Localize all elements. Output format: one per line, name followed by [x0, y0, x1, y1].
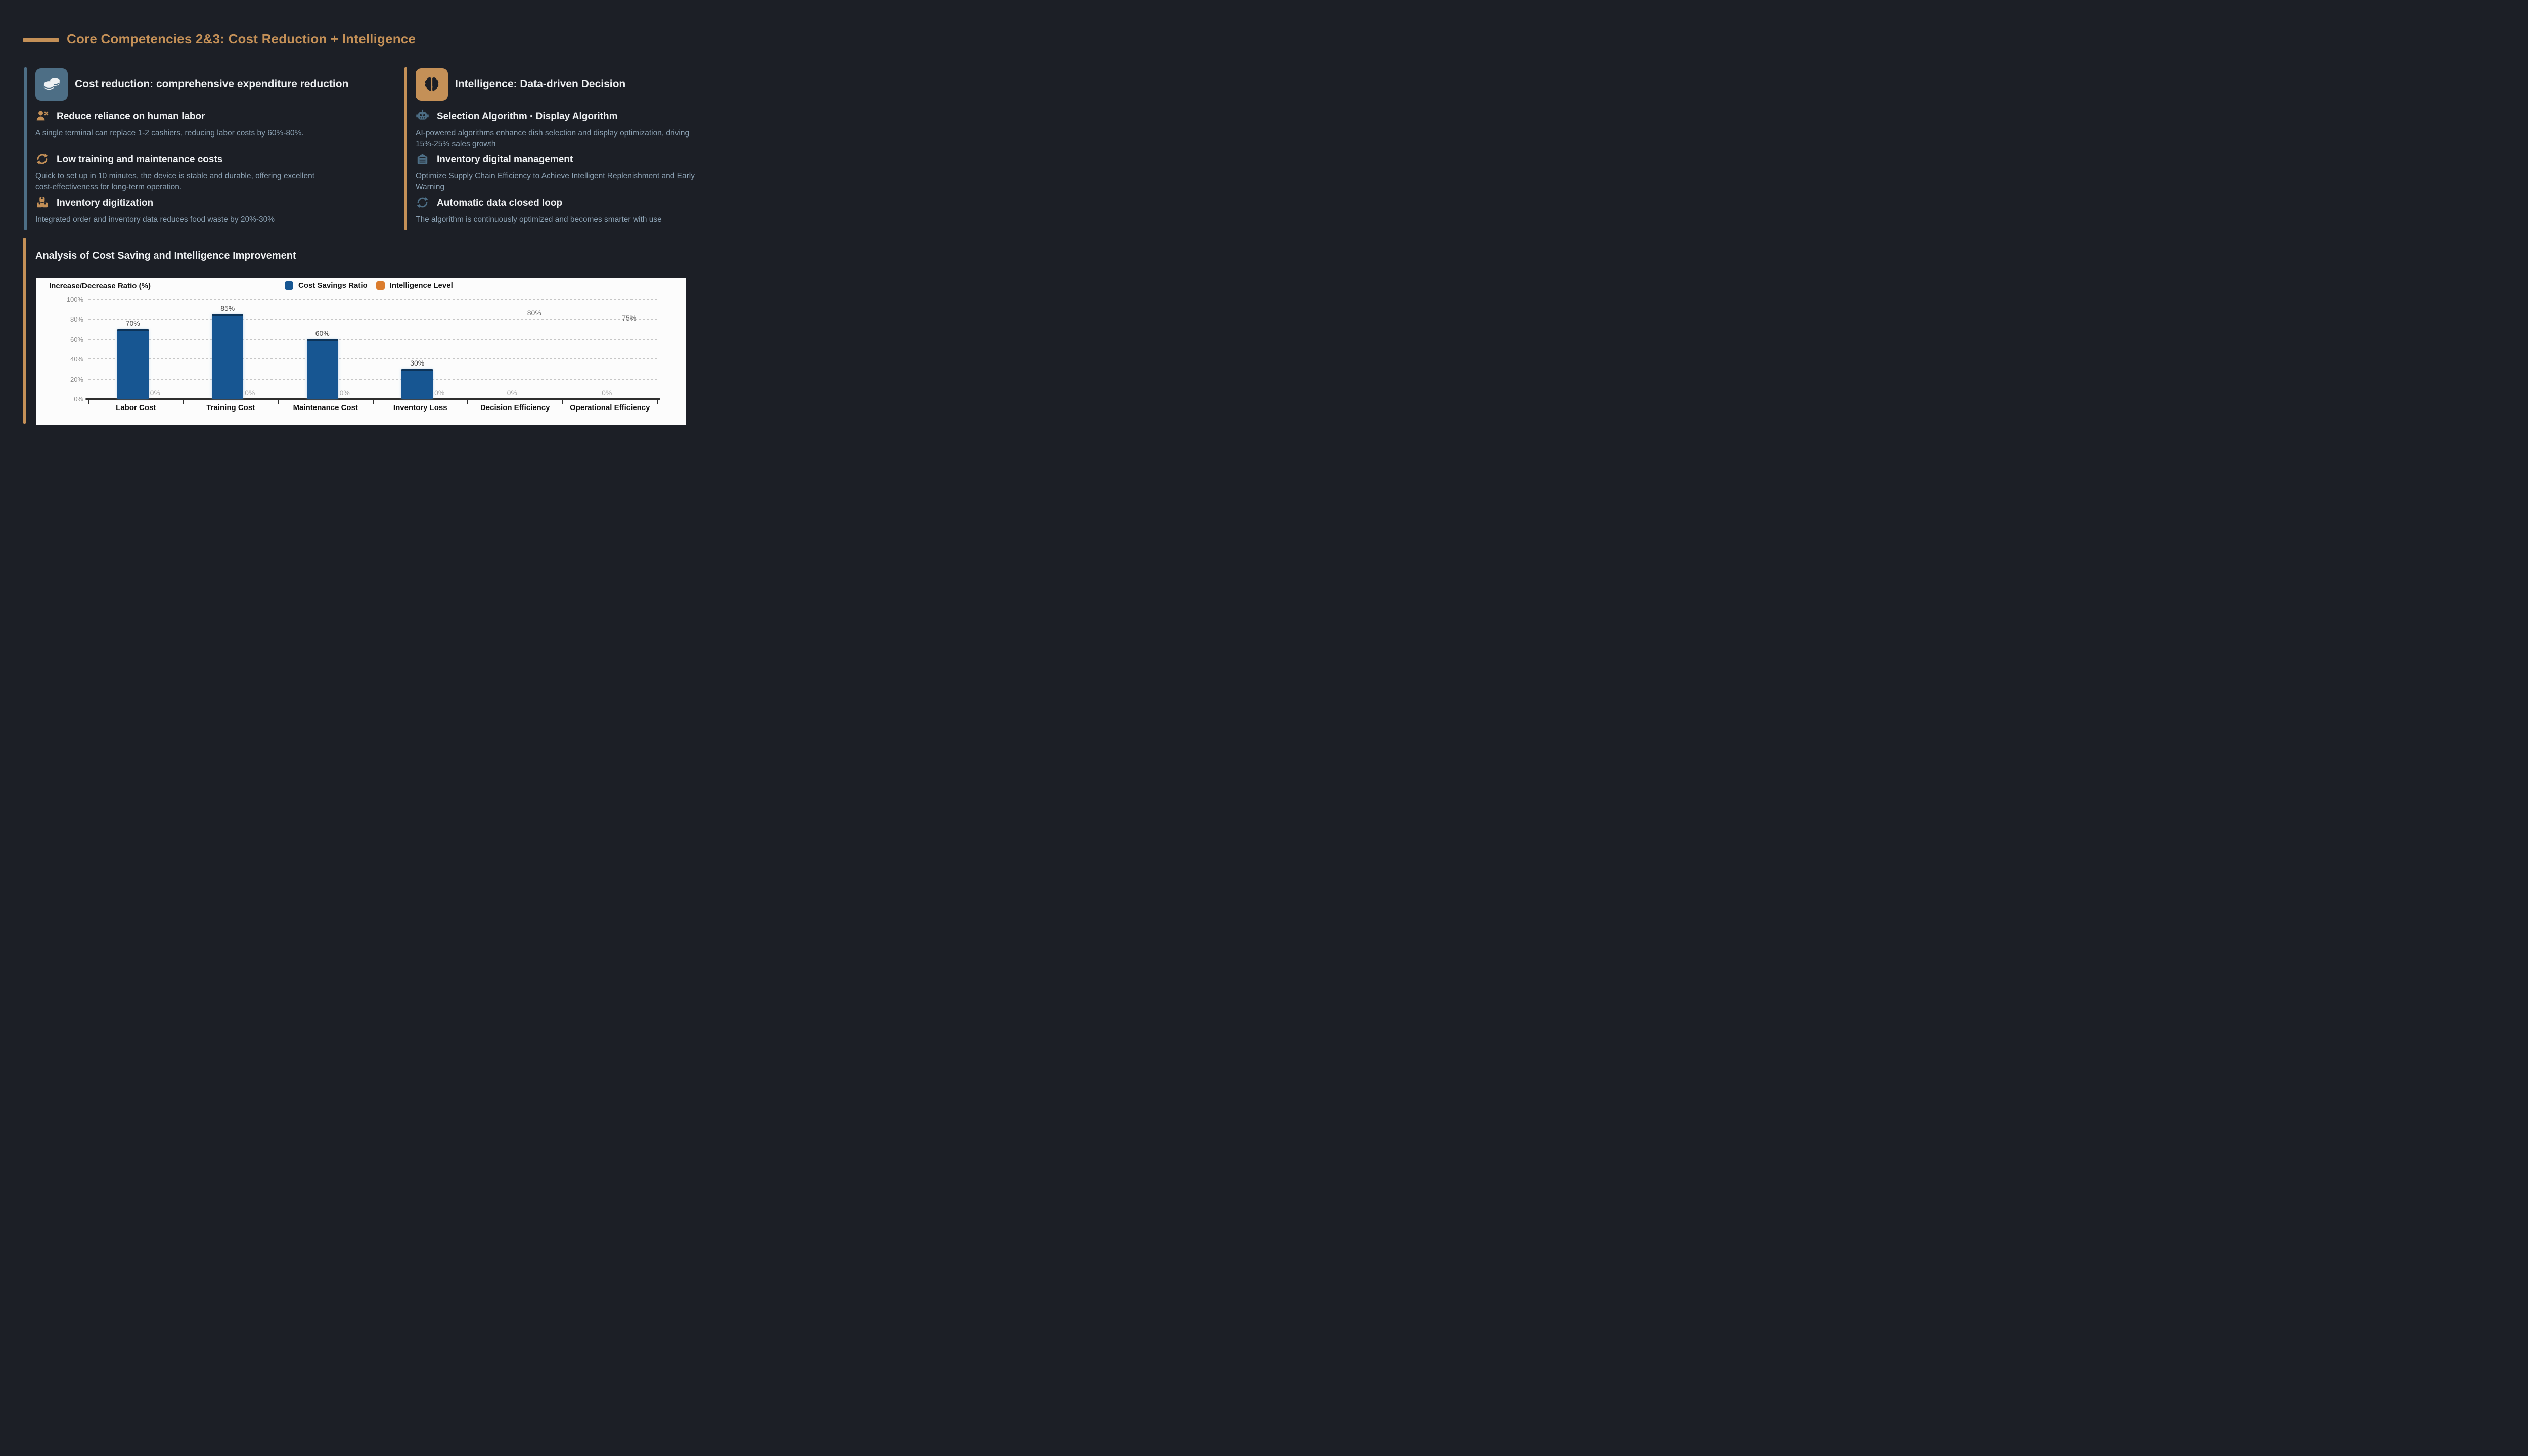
feature-item-inventory-management: Inventory digital management Optimize Su… [416, 153, 764, 192]
right-column-accent-bar [404, 67, 407, 230]
chart-gridline-100 [88, 299, 657, 300]
category-label-labor-cost: Labor Cost [116, 403, 156, 412]
bar-value-decision-efficiency-cost-savings-ratio: 0% [507, 389, 517, 397]
chart-gridline-40 [88, 358, 657, 360]
category-label-operational-efficiency: Operational Efficiency [570, 403, 650, 412]
analysis-accent-bar [23, 238, 26, 424]
bar-labor-cost-cost-savings-ratio [117, 329, 149, 399]
chart-plot: 70% 0% Labor Cost 85% 0% Training Cost 60% 0% Ma… [85, 299, 660, 412]
bar-value-maintenance-cost-intelligence-level: 0% [339, 389, 350, 397]
bar-maintenance-cost-cost-savings-ratio [306, 339, 338, 399]
chart-x-axis-tick-5 [562, 400, 563, 404]
bar-value-operational-efficiency-cost-savings-ratio: 0% [602, 389, 612, 397]
chart-gridline-20 [88, 378, 657, 380]
legend-swatch-cost-savings [285, 281, 293, 290]
person-x-icon [35, 109, 49, 123]
coins-icon [35, 68, 68, 101]
feature-body: Optimize Supply Chain Efficiency to Achi… [416, 172, 695, 191]
feature-title: Automatic data closed loop [437, 198, 563, 208]
bar-value-training-cost-cost-savings-ratio: 85% [220, 304, 235, 312]
chart-y-axis-title: Increase/Decrease Ratio (%) [49, 282, 151, 290]
feature-title: Low training and maintenance costs [57, 154, 223, 165]
feature-body: Integrated order and inventory data redu… [35, 215, 275, 224]
bar-value-labor-cost-intelligence-level: 0% [150, 389, 160, 397]
bar-inventory-loss-cost-savings-ratio [401, 369, 433, 399]
category-label-maintenance-cost: Maintenance Cost [293, 403, 358, 412]
cost-reduction-title: Cost reduction: comprehensive expenditur… [75, 78, 349, 90]
feature-item-training-costs: Low training and maintenance costs Quick… [35, 153, 389, 192]
chart-gridline-80 [88, 318, 657, 320]
bar-value-decision-efficiency-intelligence-level: 80% [527, 309, 541, 317]
chart-y-tick-0: 0% [74, 395, 83, 403]
feature-title: Reduce reliance on human labor [57, 111, 205, 122]
category-label-training-cost: Training Cost [206, 403, 255, 412]
boxes-icon [35, 196, 49, 209]
brain-icon [416, 68, 448, 101]
refresh-icon [416, 196, 429, 209]
category-label-inventory-loss: Inventory Loss [393, 403, 447, 412]
analysis-title: Analysis of Cost Saving and Intelligence… [35, 250, 296, 261]
chart-y-tick-80: 80% [70, 315, 83, 324]
bar-value-maintenance-cost-cost-savings-ratio: 60% [315, 329, 330, 337]
robot-icon [416, 109, 429, 123]
chart-y-tick-100: 100% [66, 296, 83, 303]
bar-value-inventory-loss-cost-savings-ratio: 30% [410, 358, 425, 367]
feature-item-inventory-digitization: Inventory digitization Integrated order … [35, 197, 389, 225]
feature-title: Inventory digitization [57, 198, 154, 208]
feature-item-algorithms: Selection Algorithm · Display Algorithm … [416, 109, 764, 149]
page-title: Core Competencies 2&3: Cost Reduction + … [67, 31, 416, 47]
chart-y-tick-20: 20% [70, 375, 83, 383]
chart-gridline-60 [88, 338, 657, 340]
chart: Increase/Decrease Ratio (%) Cost Savings… [36, 278, 686, 425]
chart-x-axis-line [85, 398, 660, 400]
left-column-accent-bar [24, 67, 27, 230]
feature-body: Quick to set up in 10 minutes, the devic… [35, 172, 315, 191]
chart-y-tick-40: 40% [70, 355, 83, 363]
chart-x-axis-tick-4 [467, 400, 468, 404]
chart-x-axis-tick-2 [278, 400, 279, 404]
bar-value-inventory-loss-intelligence-level: 0% [434, 389, 445, 397]
feature-item-human-labor: Reduce reliance on human labor A single … [35, 110, 389, 139]
chart-x-axis-tick-1 [183, 400, 184, 404]
feature-body: The algorithm is continuously optimized … [416, 215, 662, 224]
feature-body: AI-powered algorithms enhance dish selec… [416, 129, 690, 148]
bar-value-labor-cost-cost-savings-ratio: 70% [125, 319, 140, 328]
warehouse-icon [416, 152, 429, 166]
feature-item-data-loop: Automatic data closed loop The algorithm… [416, 197, 764, 225]
chart-y-labels: 0% 20% 40% 60% 80% 100% [51, 296, 83, 403]
legend-item-cost-savings: Cost Savings Ratio [285, 281, 368, 290]
chart-x-axis-tick-0 [88, 400, 89, 404]
refresh-icon [35, 152, 49, 166]
feature-title: Inventory digital management [437, 154, 573, 165]
legend-swatch-intelligence-level [376, 281, 385, 290]
legend-label-intelligence-level: Intelligence Level [389, 281, 453, 290]
bar-value-operational-efficiency-intelligence-level: 75% [622, 314, 637, 323]
intelligence-title: Intelligence: Data-driven Decision [455, 78, 626, 90]
bar-training-cost-cost-savings-ratio [212, 314, 244, 399]
feature-body: A single terminal can replace 1-2 cashie… [35, 129, 304, 138]
chart-x-axis-tick-3 [372, 400, 374, 404]
chart-y-tick-60: 60% [70, 335, 83, 343]
legend-label-cost-savings: Cost Savings Ratio [298, 281, 368, 290]
chart-x-axis-tick-6 [657, 400, 658, 404]
category-label-decision-efficiency: Decision Efficiency [480, 403, 550, 412]
legend-item-intelligence-level: Intelligence Level [376, 281, 453, 290]
title-dash-decoration [23, 38, 59, 42]
chart-legend: Cost Savings Ratio Intelligence Level [285, 281, 453, 290]
feature-title: Selection Algorithm · Display Algorithm [437, 111, 618, 122]
slide: Core Competencies 2&3: Cost Reduction + … [0, 0, 793, 446]
bar-value-training-cost-intelligence-level: 0% [245, 389, 255, 397]
